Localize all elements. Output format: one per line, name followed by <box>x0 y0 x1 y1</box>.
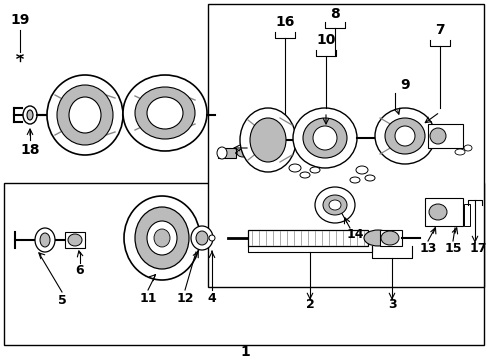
Text: 11: 11 <box>139 292 157 305</box>
Text: 1: 1 <box>240 345 250 359</box>
Ellipse shape <box>123 75 207 151</box>
Ellipse shape <box>135 87 195 139</box>
Ellipse shape <box>237 149 249 157</box>
Bar <box>208 4 484 287</box>
Text: 4: 4 <box>208 292 217 305</box>
Ellipse shape <box>350 177 360 183</box>
Ellipse shape <box>364 230 392 246</box>
Text: 9: 9 <box>400 78 410 92</box>
Bar <box>425 198 463 226</box>
Ellipse shape <box>240 108 296 172</box>
Ellipse shape <box>68 234 82 246</box>
Ellipse shape <box>310 167 320 173</box>
Ellipse shape <box>147 97 183 129</box>
Text: 7: 7 <box>435 23 445 37</box>
Ellipse shape <box>313 126 337 150</box>
Text: 17: 17 <box>469 242 487 255</box>
Bar <box>248 230 368 246</box>
Bar <box>464 204 470 226</box>
Ellipse shape <box>315 187 355 223</box>
Ellipse shape <box>293 108 357 168</box>
Ellipse shape <box>27 110 33 120</box>
Text: 12: 12 <box>176 292 194 305</box>
Ellipse shape <box>365 175 375 181</box>
Ellipse shape <box>329 200 341 210</box>
Bar <box>380 230 402 246</box>
Text: 3: 3 <box>388 298 396 311</box>
Ellipse shape <box>464 145 472 151</box>
Text: 5: 5 <box>58 293 66 306</box>
Ellipse shape <box>135 207 189 269</box>
Ellipse shape <box>289 164 301 172</box>
Text: 8: 8 <box>330 7 340 21</box>
Ellipse shape <box>430 128 446 144</box>
Ellipse shape <box>323 195 347 215</box>
Ellipse shape <box>47 75 123 155</box>
Ellipse shape <box>429 204 447 220</box>
Text: 6: 6 <box>75 264 84 276</box>
Ellipse shape <box>300 172 310 178</box>
Text: 15: 15 <box>444 242 462 255</box>
Ellipse shape <box>303 118 347 158</box>
Ellipse shape <box>57 85 113 145</box>
Ellipse shape <box>395 126 415 146</box>
Bar <box>428 124 463 148</box>
Ellipse shape <box>375 108 435 164</box>
Ellipse shape <box>209 235 215 241</box>
Text: 14: 14 <box>346 229 364 242</box>
Text: 2: 2 <box>306 298 315 311</box>
Bar <box>4 183 484 345</box>
Ellipse shape <box>147 221 177 255</box>
Ellipse shape <box>196 231 208 245</box>
Ellipse shape <box>154 229 170 247</box>
Text: 16: 16 <box>275 15 294 29</box>
Bar <box>218 148 236 158</box>
Ellipse shape <box>35 228 55 252</box>
Ellipse shape <box>385 118 425 154</box>
Ellipse shape <box>356 166 368 174</box>
Ellipse shape <box>217 147 227 159</box>
Bar <box>65 232 85 248</box>
Ellipse shape <box>124 196 200 280</box>
Text: 10: 10 <box>317 33 336 47</box>
Ellipse shape <box>191 226 213 250</box>
Ellipse shape <box>23 106 37 124</box>
Ellipse shape <box>250 118 286 162</box>
Ellipse shape <box>40 233 50 247</box>
Ellipse shape <box>455 149 465 155</box>
Text: 18: 18 <box>20 143 40 157</box>
Ellipse shape <box>381 231 399 245</box>
Text: 13: 13 <box>419 242 437 255</box>
Ellipse shape <box>69 97 101 133</box>
Text: 19: 19 <box>10 13 30 27</box>
